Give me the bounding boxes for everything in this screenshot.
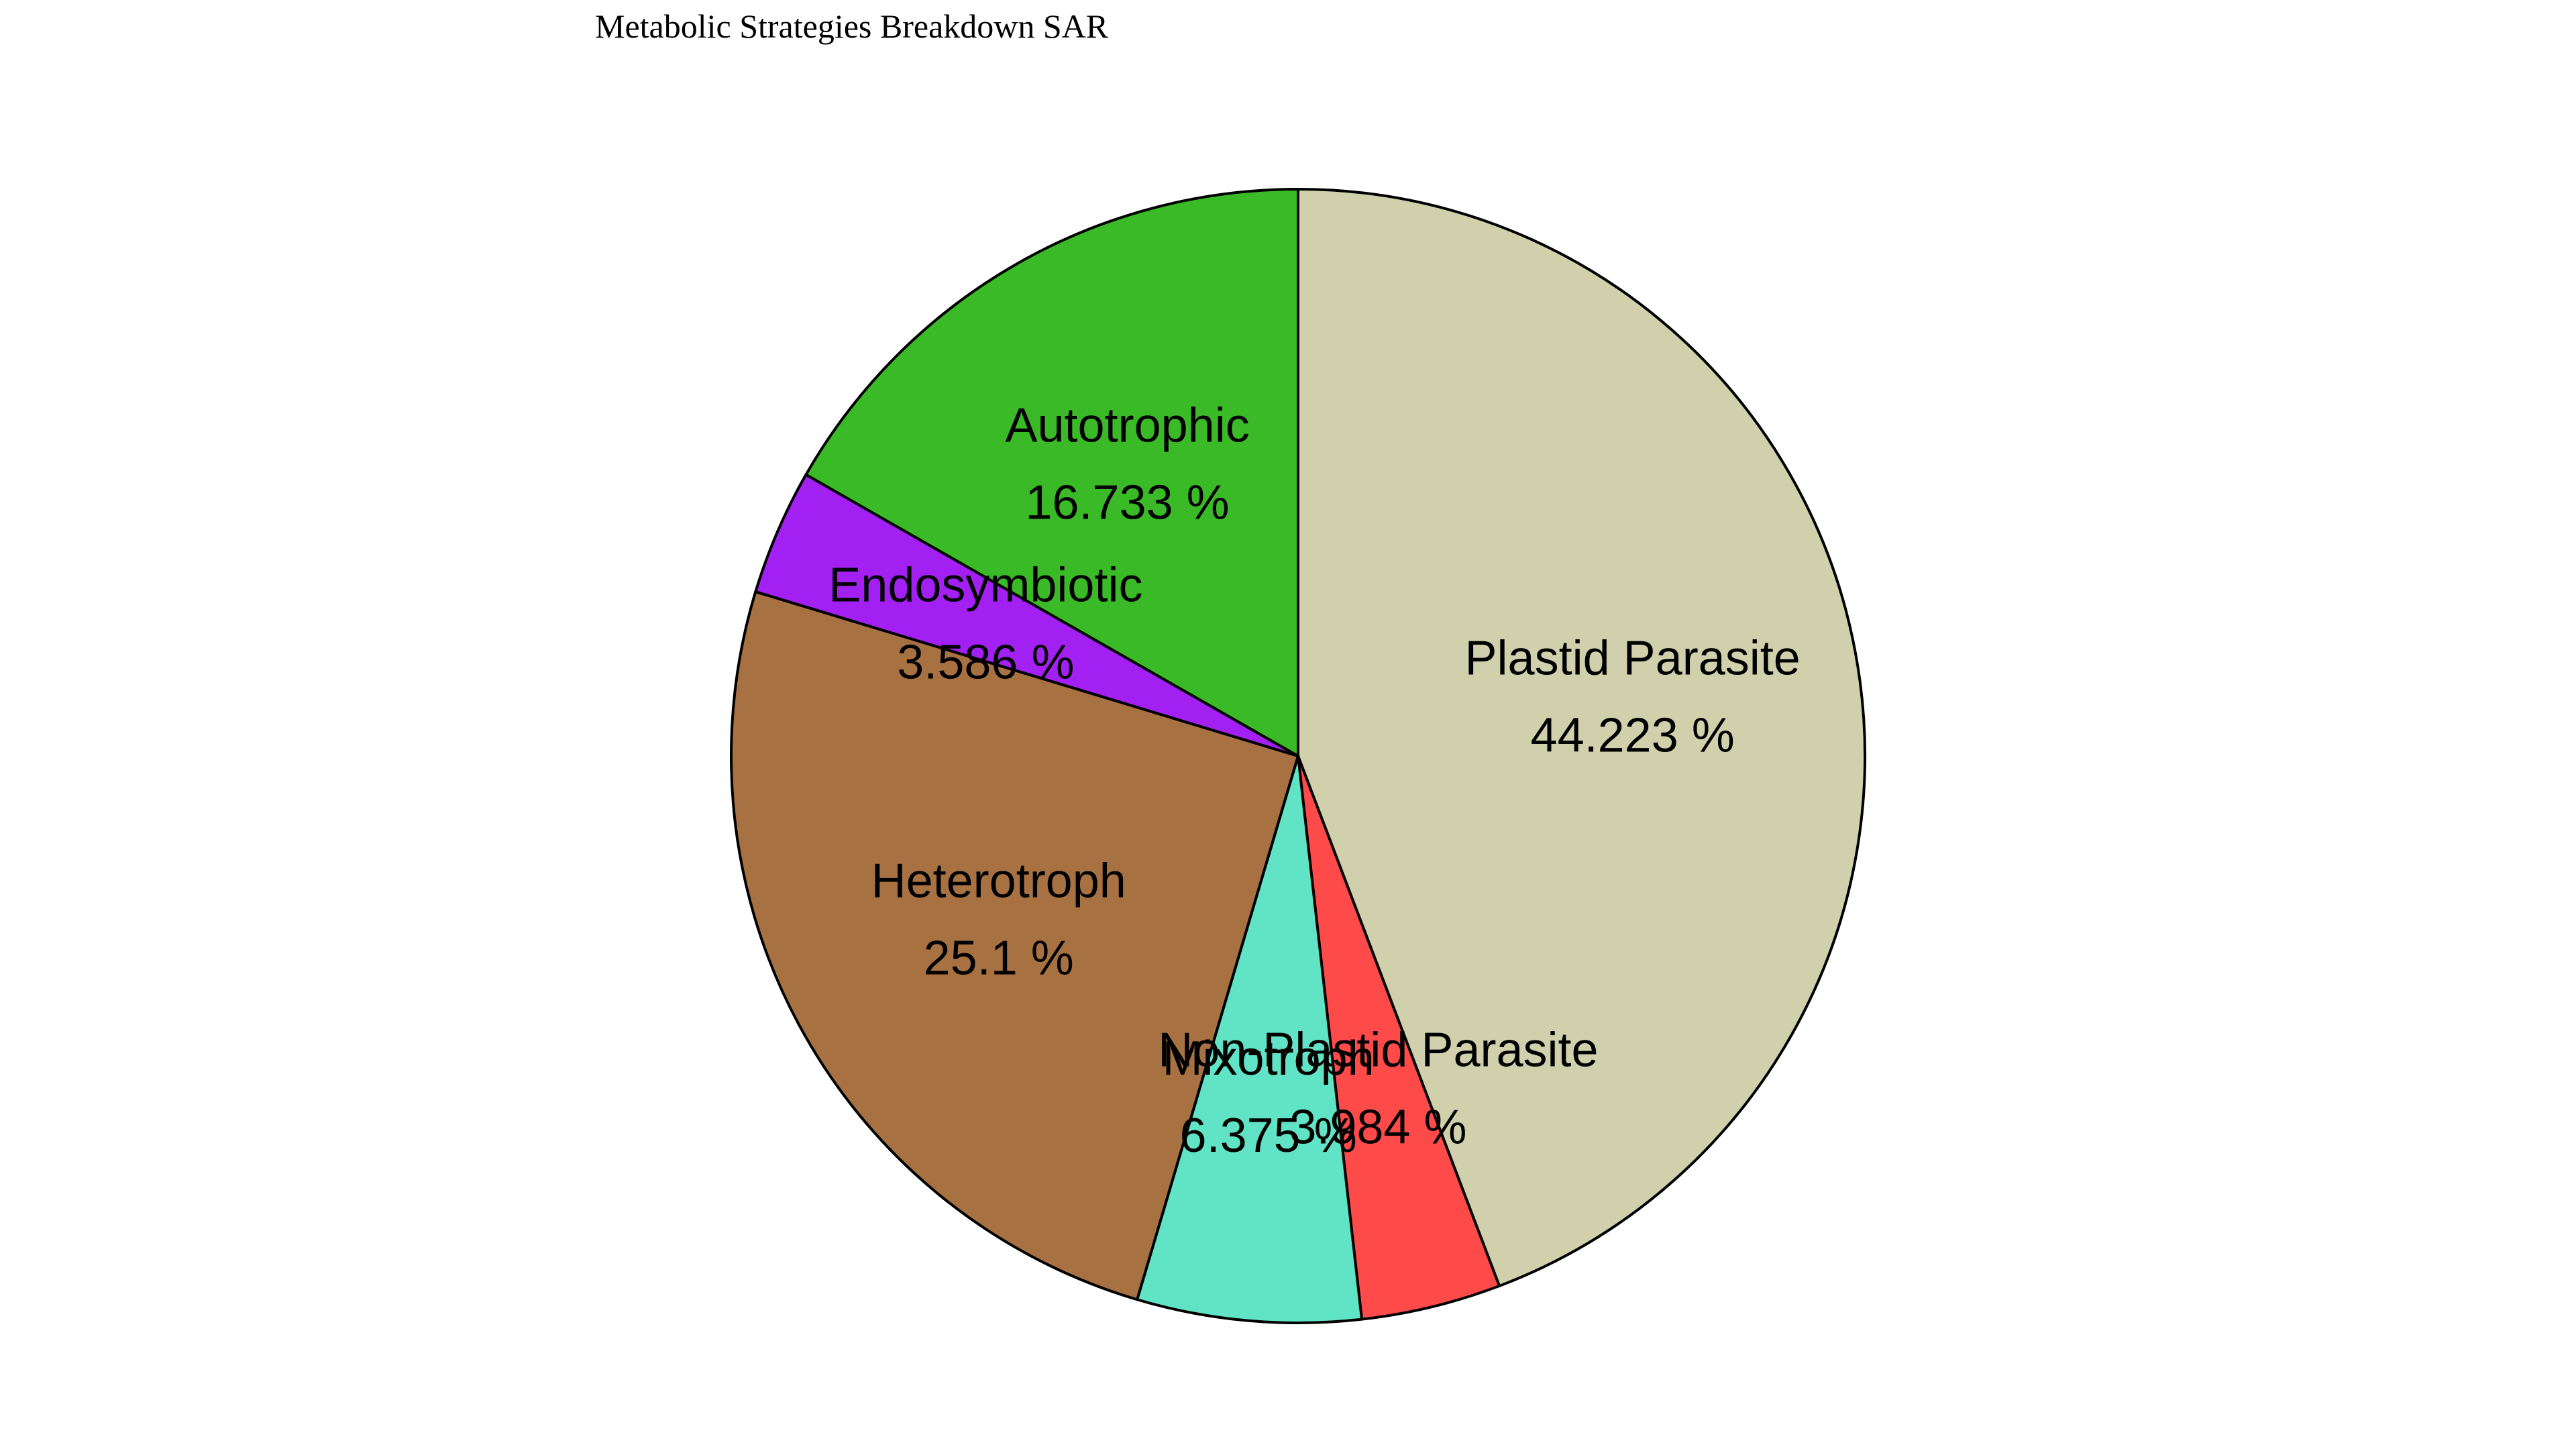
slice-label-mixotroph: Mixotroph	[1163, 1032, 1375, 1085]
slice-percent-autotrophic: 16.733 %	[1025, 476, 1229, 529]
slice-percent-heterotroph: 25.1 %	[924, 932, 1074, 985]
pie-slice-autotrophic	[804, 188, 1299, 757]
slice-label-autotrophic: Autotrophic	[1005, 398, 1249, 452]
pie-labels: Plastid Parasite 44.223 % Non-Plastid Para…	[828, 398, 1801, 1163]
slice-percent-non-plastid-parasite: 3.984 %	[1289, 1101, 1466, 1155]
slice-percent-plastid-parasite: 44.223 %	[1531, 708, 1735, 762]
chart-title: Metabolic Strategies Breakdown SAR	[595, 7, 1109, 45]
pie-slices	[730, 188, 1866, 1324]
pie-slice-non-plastid-parasite	[1297, 755, 1501, 1321]
slice-percent-mixotroph: 6.375 %	[1180, 1109, 1357, 1163]
slice-label-heterotroph: Heterotroph	[871, 855, 1126, 908]
slice-label-endosymbiotic: Endosymbiotic	[828, 558, 1142, 612]
slice-percent-endosymbiotic: 3.586 %	[897, 635, 1074, 689]
slice-label-non-plastid-parasite: Non-Plastid Parasite	[1158, 1024, 1598, 1077]
pie-slice-plastid-parasite	[1297, 188, 1866, 1287]
pie-slice-mixotroph	[1136, 755, 1364, 1324]
slice-label-plastid-parasite: Plastid Parasite	[1465, 631, 1801, 685]
pie-slice-heterotroph	[730, 590, 1299, 1301]
